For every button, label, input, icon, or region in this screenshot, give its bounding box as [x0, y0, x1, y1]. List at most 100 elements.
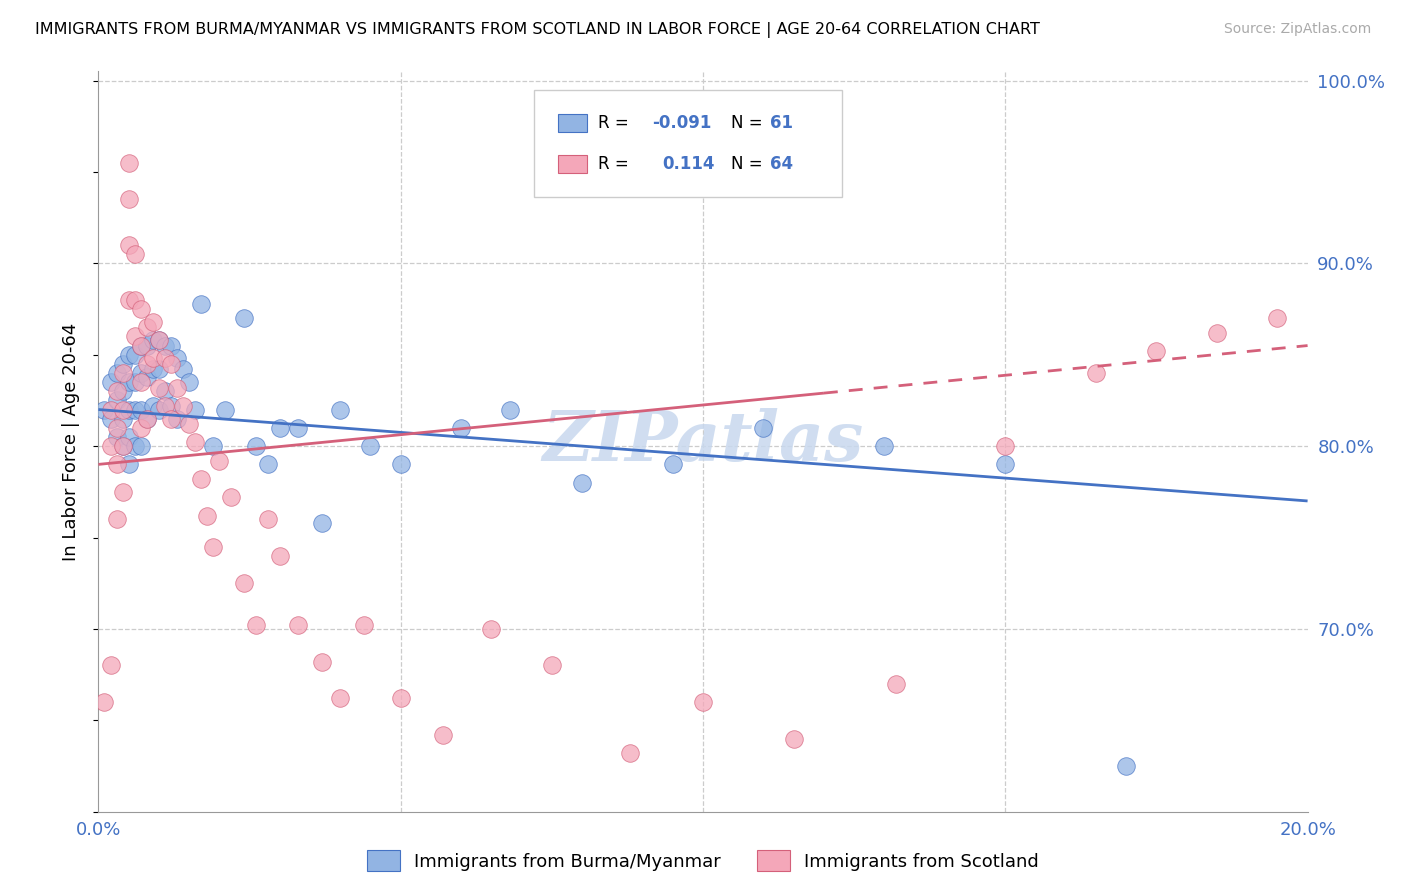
Point	[311, 516, 333, 530]
Point	[389, 458, 412, 472]
Point	[105, 430, 128, 444]
Point	[329, 402, 352, 417]
Point	[190, 472, 212, 486]
Point	[118, 238, 141, 252]
Point	[124, 247, 146, 261]
Point	[129, 439, 152, 453]
Text: R =: R =	[598, 114, 634, 132]
Point	[153, 351, 176, 366]
Point	[153, 384, 176, 399]
Point	[166, 411, 188, 425]
Point	[432, 728, 454, 742]
Point	[195, 508, 218, 523]
Point	[481, 622, 503, 636]
Point	[129, 338, 152, 352]
Point	[256, 458, 278, 472]
Point	[135, 338, 157, 352]
Point	[179, 417, 201, 432]
Point	[540, 658, 562, 673]
Point	[111, 411, 134, 425]
Point	[135, 369, 157, 384]
Text: 61: 61	[769, 114, 793, 132]
Point	[692, 695, 714, 709]
Point	[160, 399, 183, 413]
Text: Source: ZipAtlas.com: Source: ZipAtlas.com	[1223, 22, 1371, 37]
Text: -0.091: -0.091	[652, 114, 711, 132]
Point	[269, 549, 291, 563]
Point	[353, 618, 375, 632]
Point	[783, 731, 806, 746]
Point	[100, 658, 122, 673]
Point	[105, 512, 128, 526]
Point	[571, 475, 593, 490]
Point	[118, 155, 141, 169]
Point	[994, 458, 1017, 472]
Point	[221, 491, 243, 505]
Point	[166, 381, 188, 395]
Point	[148, 402, 170, 417]
Point	[1115, 759, 1137, 773]
FancyBboxPatch shape	[534, 90, 842, 197]
Point	[100, 439, 122, 453]
Point	[148, 333, 170, 347]
Point	[202, 540, 225, 554]
Point	[153, 338, 176, 352]
Point	[160, 338, 183, 352]
Point	[105, 384, 128, 399]
Point	[1144, 344, 1167, 359]
Point	[148, 362, 170, 376]
Bar	[558, 114, 586, 132]
Point	[245, 439, 267, 453]
Point	[269, 421, 291, 435]
Point	[105, 421, 128, 435]
Point	[111, 439, 134, 453]
Point	[124, 329, 146, 343]
Point	[124, 348, 146, 362]
Point	[190, 296, 212, 310]
Text: 64: 64	[769, 155, 793, 173]
Point	[287, 618, 309, 632]
Point	[160, 357, 183, 371]
Point	[232, 576, 254, 591]
Point	[124, 293, 146, 307]
Point	[873, 439, 896, 453]
Point	[160, 411, 183, 425]
Point	[389, 691, 412, 706]
Y-axis label: In Labor Force | Age 20-64: In Labor Force | Age 20-64	[62, 322, 80, 561]
Legend: Immigrants from Burma/Myanmar, Immigrants from Scotland: Immigrants from Burma/Myanmar, Immigrant…	[360, 843, 1046, 879]
Point	[994, 439, 1017, 453]
Point	[172, 399, 194, 413]
Point	[1206, 326, 1229, 340]
Point	[1267, 311, 1289, 326]
Point	[105, 366, 128, 380]
Point	[118, 430, 141, 444]
Point	[93, 695, 115, 709]
Point	[256, 512, 278, 526]
Point	[184, 435, 207, 450]
Point	[661, 458, 683, 472]
Bar	[558, 155, 586, 173]
Point	[118, 375, 141, 389]
Point	[111, 357, 134, 371]
Point	[135, 357, 157, 371]
Point	[153, 399, 176, 413]
Point	[118, 458, 141, 472]
Point	[100, 375, 122, 389]
Point	[111, 384, 134, 399]
Point	[142, 399, 165, 413]
Point	[142, 315, 165, 329]
Point	[1085, 366, 1108, 380]
Point	[118, 348, 141, 362]
Point	[142, 333, 165, 347]
Point	[105, 458, 128, 472]
Point	[135, 320, 157, 334]
Point	[179, 375, 201, 389]
Point	[124, 402, 146, 417]
Point	[111, 402, 134, 417]
Point	[148, 333, 170, 347]
Point	[100, 402, 122, 417]
Point	[142, 351, 165, 366]
Point	[129, 421, 152, 435]
Text: N =: N =	[731, 155, 762, 173]
Point	[129, 366, 152, 380]
